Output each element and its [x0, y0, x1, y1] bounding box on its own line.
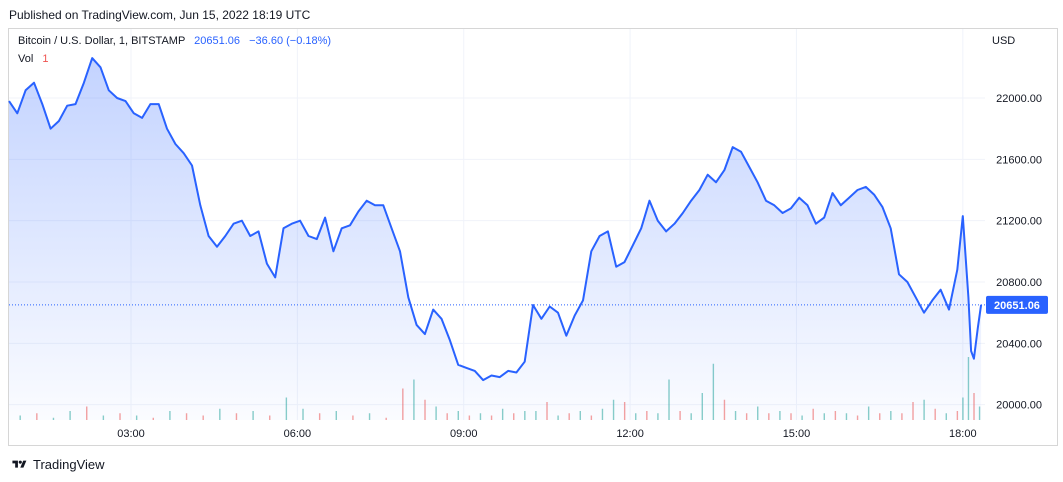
published-caption: Published on TradingView.com, Jun 15, 20… [9, 8, 311, 22]
last-price-value: 20651.06 [194, 35, 241, 47]
last-price-badge: 20651.06 [986, 295, 1048, 314]
y-tick-label: 20800.00 [996, 277, 1042, 289]
x-tick-label: 09:00 [450, 428, 478, 440]
x-tick-label: 06:00 [284, 428, 312, 440]
x-tick-label: 03:00 [117, 428, 145, 440]
tradingview-logo-icon [12, 460, 27, 468]
y-tick-label: 22000.00 [996, 93, 1042, 105]
price-area [9, 58, 982, 420]
symbol-title[interactable]: Bitcoin / U.S. Dollar, 1, BITSTAMP [18, 35, 186, 47]
legend: Bitcoin / U.S. Dollar, 1, BITSTAMP 20651… [18, 35, 331, 47]
y-tick-label: 21200.00 [996, 216, 1042, 228]
volume-label[interactable]: Vol [18, 53, 34, 65]
x-tick-label: 18:00 [949, 428, 977, 440]
footer-brand[interactable]: TradingView [10, 457, 105, 472]
x-axis-labels: 03:00 06:00 09:00 12:00 15:00 18:00 [117, 428, 976, 440]
y-tick-label: 21600.00 [996, 154, 1042, 166]
price-line [8, 57, 983, 382]
y-tick-label: 20000.00 [996, 400, 1042, 412]
x-tick-label: 15:00 [783, 428, 811, 440]
currency-label: USD [992, 35, 1016, 47]
y-axis-labels: 20000.00 20400.00 20800.00 21200.00 21600.00… [996, 93, 1042, 412]
last-price-badge-text: 20651.06 [994, 300, 1040, 312]
price-change: −36.60 (−0.18%) [249, 35, 332, 47]
chart-frame [8, 28, 1058, 446]
y-tick-label: 20400.00 [996, 338, 1042, 350]
last-price-badge-bg [986, 295, 1048, 314]
volume-legend: Vol 1 [18, 53, 48, 65]
brand-name: TradingView [33, 457, 105, 472]
x-tick-label: 12:00 [616, 428, 644, 440]
volume-value: 1 [42, 53, 49, 65]
